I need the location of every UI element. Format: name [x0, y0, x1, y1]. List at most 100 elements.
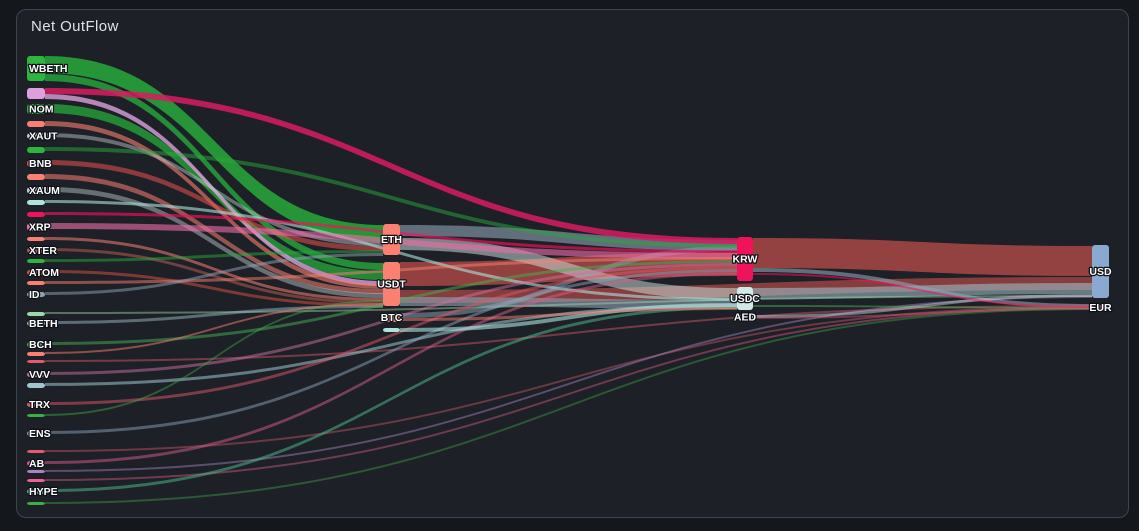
sankey-node-n6[interactable]: [27, 147, 45, 153]
sankey-node-n17[interactable]: [27, 281, 45, 285]
sankey-node-label-eth: ETH: [381, 234, 402, 246]
sankey-node-label-hype: HYPE: [29, 486, 58, 498]
sankey-node-n19[interactable]: [27, 312, 45, 316]
sankey-link-aed-eur[interactable]: [753, 308, 1092, 319]
sankey-node-n2[interactable]: [27, 88, 45, 99]
sankey-node-xaut[interactable]: [27, 133, 45, 139]
sankey-node-usdc[interactable]: [737, 287, 753, 310]
sankey-node-n8[interactable]: [27, 174, 45, 180]
sankey-node-label-usd: USD: [1089, 266, 1112, 278]
sankey-node-label-usdc: USDC: [730, 293, 760, 305]
sankey-node-krw[interactable]: [737, 237, 753, 281]
sankey-link-n19-usd[interactable]: [45, 295, 1092, 314]
sankey-node-n10[interactable]: [27, 200, 45, 205]
sankey-link-bnb-eth[interactable]: [45, 160, 383, 251]
sankey-link-krw-eur[interactable]: [753, 273, 1092, 308]
sankey-node-n13[interactable]: [27, 237, 45, 241]
sankey-node-n4[interactable]: [27, 121, 45, 127]
sankey-node-beth[interactable]: [27, 321, 45, 326]
sankey-link-trx-krw[interactable]: [45, 266, 737, 405]
sankey-node-usdt[interactable]: [383, 262, 400, 306]
sankey-node-n31[interactable]: [27, 470, 45, 473]
sankey-node-aed[interactable]: [737, 315, 753, 319]
sankey-node-hype[interactable]: [27, 489, 45, 494]
sankey-link-xaum-usdt[interactable]: [45, 187, 383, 298]
sankey-link-n32-eur[interactable]: [45, 307, 1092, 481]
sankey-node-label-wbeth: WBETH: [29, 63, 68, 75]
sankey-node-label-nom: NOM: [29, 104, 54, 116]
sankey-link-id-eth[interactable]: [45, 253, 383, 295]
sankey-node-label-aed: AED: [734, 312, 757, 324]
sankey-link-n2-usdt[interactable]: [45, 94, 383, 286]
sankey-node-ens[interactable]: [27, 431, 45, 436]
sankey-link-ens-krw[interactable]: [45, 269, 737, 434]
sankey-node-xrp[interactable]: [27, 223, 45, 231]
sankey-node-id[interactable]: [27, 292, 45, 297]
sankey-node-n25[interactable]: [27, 383, 45, 388]
sankey-link-wbeth-usdt[interactable]: [45, 74, 383, 270]
sankey-link-n31-usd[interactable]: [45, 296, 1092, 472]
sankey-node-label-bch: BCH: [29, 339, 52, 351]
sankey-node-label-xter: XTER: [29, 245, 57, 257]
sankey-node-ab[interactable]: [27, 461, 45, 466]
sankey-node-label-trx: TRX: [29, 399, 50, 411]
sankey-link-n34-eur[interactable]: [45, 308, 1092, 504]
sankey-node-bnb[interactable]: [27, 160, 45, 167]
sankey-node-bch[interactable]: [27, 342, 45, 347]
sankey-node-xaum[interactable]: [27, 187, 45, 194]
sankey-link-xaut-eth[interactable]: [45, 133, 383, 246]
sankey-link-atom-usdt[interactable]: [45, 270, 383, 307]
sankey-node-label-atom: ATOM: [29, 267, 59, 279]
sankey-node-label-xaut: XAUT: [29, 131, 58, 143]
sankey-link-ab-krw[interactable]: [45, 272, 737, 464]
sankey-link-usdc-eur[interactable]: [753, 305, 1092, 309]
sankey-link-krw-usd[interactable]: [753, 238, 1092, 276]
sankey-node-atom[interactable]: [27, 270, 45, 275]
sankey-link-n22-usdt[interactable]: [45, 303, 383, 354]
sankey-node-xter[interactable]: [27, 248, 45, 253]
sankey-node-vvv[interactable]: [27, 372, 45, 377]
sankey-node-n32[interactable]: [27, 479, 45, 482]
sankey-link-xter-usdt[interactable]: [45, 248, 383, 304]
sankey-node-n22[interactable]: [27, 352, 45, 356]
sankey-node-label-beth: BETH: [29, 318, 58, 330]
sankey-node-label-bnb: BNB: [29, 158, 52, 170]
sankey-node-label-btc: BTC: [381, 312, 403, 324]
sankey-link-aed-usd[interactable]: [753, 294, 1092, 318]
sankey-node-label-eur: EUR: [1089, 302, 1112, 314]
sankey-node-trx[interactable]: [27, 402, 45, 407]
sankey-node-n38[interactable]: [383, 328, 400, 332]
sankey-node-eth[interactable]: [383, 224, 400, 255]
sankey-link-n6-krw[interactable]: [45, 147, 737, 248]
sankey-link-krw-eur[interactable]: [753, 268, 1092, 308]
sankey-link-btc-usdc[interactable]: [400, 307, 737, 321]
sankey-link-n27-usdt[interactable]: [45, 300, 383, 416]
sankey-link-n8-usdt[interactable]: [45, 174, 383, 294]
sankey-node-n11[interactable]: [27, 212, 45, 217]
sankey-node-label-xaum: XAUM: [29, 185, 60, 197]
sankey-link-n25-usdc[interactable]: [45, 304, 737, 386]
sankey-node-wbeth[interactable]: [27, 56, 45, 81]
sankey-link-n29-eur[interactable]: [45, 306, 1092, 452]
sankey-node-eur[interactable]: [1092, 305, 1109, 310]
sankey-link-wbeth-eth[interactable]: [45, 56, 383, 242]
sankey-node-nom[interactable]: [27, 104, 45, 114]
sankey-link-hype-usdc[interactable]: [45, 306, 737, 492]
sankey-node-n29[interactable]: [27, 450, 45, 453]
sankey-node-n34[interactable]: [27, 502, 45, 505]
sankey-node-label-usdt: USDT: [377, 279, 406, 291]
sankey-link-beth-usdt[interactable]: [45, 305, 383, 324]
sankey-link-n15-eth[interactable]: [45, 250, 383, 262]
sankey-link-n38-usdc[interactable]: [400, 303, 737, 332]
sankey-node-n23[interactable]: [27, 360, 45, 363]
sankey-node-btc[interactable]: [383, 313, 400, 322]
sankey-link-n23-eur[interactable]: [45, 305, 1092, 362]
sankey-link-n13-usdt[interactable]: [45, 237, 383, 301]
sankey-node-label-ens: ENS: [29, 428, 51, 440]
sankey-link-n2-krw[interactable]: [45, 88, 737, 244]
sankey-node-n27[interactable]: [27, 414, 45, 417]
sankey-node-usd[interactable]: [1092, 245, 1109, 298]
chart-title: Net OutFlow: [31, 18, 119, 35]
sankey-node-n15[interactable]: [27, 259, 45, 263]
